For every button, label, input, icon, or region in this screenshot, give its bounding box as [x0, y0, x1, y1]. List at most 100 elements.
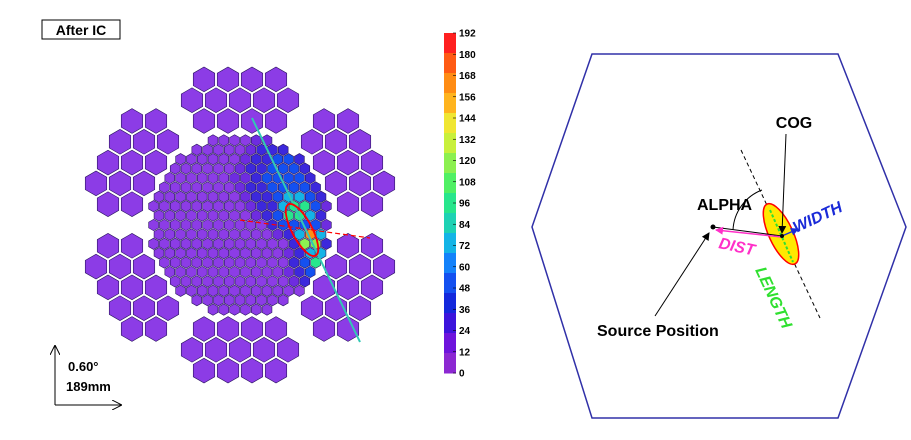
inner-pixel [229, 190, 240, 203]
outer-pixel [144, 108, 168, 134]
inner-pixel [148, 237, 159, 250]
inner-pixel [186, 228, 197, 241]
outer-pixel [144, 274, 168, 301]
outer-pixel [324, 253, 348, 280]
inner-pixel [191, 200, 203, 213]
inner-pixel [218, 265, 230, 279]
inner-pixel [288, 275, 300, 288]
inner-pixel [261, 209, 273, 222]
outer-pixel [312, 108, 336, 134]
colorbar-segment [444, 73, 456, 94]
inner-pixel [159, 218, 170, 232]
inner-pixel [272, 209, 284, 222]
outer-pixel [120, 316, 144, 342]
inner-pixel [277, 294, 289, 307]
inner-pixel [229, 247, 240, 260]
inner-pixel [169, 162, 181, 175]
outer-pixel [372, 170, 396, 197]
inner-pixel [288, 181, 300, 194]
inner-pixel [299, 275, 311, 288]
inner-pixel [186, 284, 197, 297]
inner-pixel [202, 275, 213, 288]
outer-pixel [120, 233, 144, 259]
colorbar-segment [444, 193, 456, 214]
inner-pixel [294, 247, 305, 260]
panel-title: After IC [56, 22, 107, 38]
inner-pixel [153, 228, 165, 241]
colorbar-tick-label: 108 [459, 177, 476, 188]
inner-pixel [277, 275, 289, 288]
colorbar-segment [444, 53, 456, 74]
outer-pixel [264, 108, 288, 134]
inner-pixel [321, 200, 332, 213]
inner-pixel [234, 256, 246, 269]
inner-pixel [234, 294, 246, 307]
inner-pixel [175, 247, 186, 260]
inner-pixel [207, 134, 219, 147]
inner-pixel [207, 190, 219, 203]
inner-pixel [272, 247, 284, 260]
inner-pixel [250, 284, 262, 297]
inner-pixel [240, 209, 251, 222]
outer-pixel [348, 253, 372, 280]
inner-pixel [175, 171, 186, 185]
inner-pixel [148, 218, 159, 232]
inner-pixel [256, 162, 267, 175]
inner-pixel [245, 237, 257, 250]
inner-pixel [267, 181, 278, 194]
inner-pixel [250, 228, 262, 241]
inner-pixel [267, 275, 278, 288]
outer-pixel [192, 316, 216, 342]
cog-pointer-arrow [778, 133, 787, 234]
inner-pixel [186, 247, 197, 260]
inner-pixel [240, 265, 251, 279]
inner-pixel [213, 200, 224, 213]
cog-label: COG [776, 115, 812, 132]
inner-pixel [223, 200, 235, 213]
inner-pixel [245, 294, 257, 307]
colorbar-segment [444, 253, 456, 274]
inner-pixel [196, 247, 208, 260]
outer-pixel [264, 357, 288, 384]
outer-pixel [192, 66, 216, 93]
inner-pixel [234, 237, 246, 250]
inner-pixel [218, 153, 230, 166]
colorbar-tick-label: 144 [459, 114, 476, 125]
colorbar-segment [444, 213, 456, 234]
colorbar-tick-label: 180 [459, 50, 476, 61]
outer-pixel [228, 337, 252, 363]
scale-angle: 0.60° [68, 359, 99, 374]
inner-pixel [164, 171, 176, 185]
inner-pixel [218, 209, 230, 222]
inner-pixel [245, 162, 257, 175]
outer-pixel [108, 253, 132, 280]
inner-pixel [267, 256, 278, 269]
inner-pixel [175, 209, 186, 222]
length-segment [769, 209, 794, 263]
inner-pixel [186, 171, 197, 185]
colorbar-tick-label: 84 [459, 220, 471, 231]
inner-pixel [261, 190, 273, 203]
colorbar-tick-label: 72 [459, 241, 471, 252]
inner-pixel [256, 181, 267, 194]
outer-pixel [216, 108, 240, 134]
outer-pixel [132, 129, 156, 155]
inner-pixel [213, 275, 224, 288]
outer-pixel [108, 170, 132, 197]
outer-pixel [312, 274, 336, 301]
inner-pixel [288, 256, 300, 269]
inner-pixel [159, 200, 170, 213]
colorbar-segment [444, 293, 456, 314]
scale-indicator: 0.60° 189mm [55, 346, 121, 405]
outer-pixel [264, 66, 288, 93]
outer-pixel [192, 357, 216, 384]
inner-pixel [245, 143, 257, 156]
inner-pixel [277, 256, 289, 269]
outer-pixel [348, 170, 372, 197]
inner-pixel [234, 143, 246, 156]
outer-pixel [264, 316, 288, 342]
inner-pixel [229, 228, 240, 241]
inner-pixel [186, 153, 197, 166]
inner-pixel [196, 171, 208, 185]
